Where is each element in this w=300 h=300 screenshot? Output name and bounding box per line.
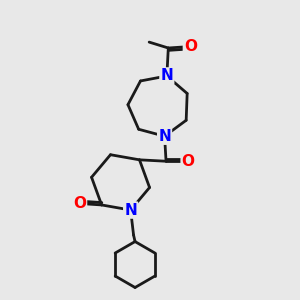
Text: N: N xyxy=(124,202,137,217)
Text: O: O xyxy=(73,196,86,211)
Text: N: N xyxy=(158,129,171,144)
Text: N: N xyxy=(160,68,173,83)
Text: O: O xyxy=(182,154,195,169)
Text: O: O xyxy=(184,39,197,54)
